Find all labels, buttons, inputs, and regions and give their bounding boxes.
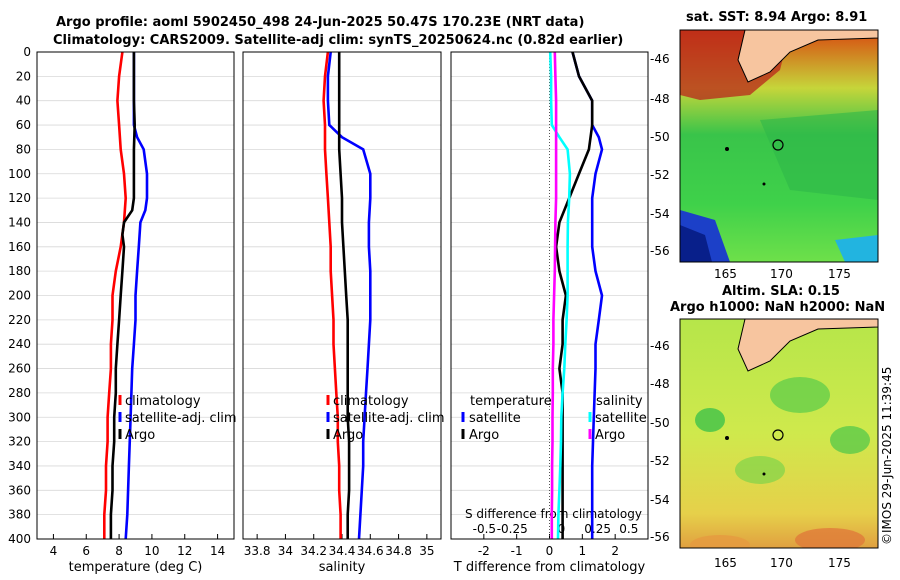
legend-heading: salinity	[596, 394, 643, 409]
y-tick-label: 140	[8, 215, 31, 229]
y-tick-label: 220	[8, 313, 31, 327]
sla-lon-tick: 175	[828, 556, 851, 570]
legend-label: satellite	[595, 411, 647, 426]
y-tick-label: 280	[8, 386, 31, 400]
y-tick-label: 120	[8, 191, 31, 205]
sst-lat-tick: -56	[650, 244, 670, 258]
sst-lat-tick: -48	[650, 92, 670, 106]
y-tick-label: 60	[16, 118, 31, 132]
x-tick-label: -2	[478, 544, 490, 558]
sla-lat-tick: -54	[650, 493, 670, 507]
y-tick-label: 200	[8, 289, 31, 303]
series-line-climatology	[322, 51, 342, 539]
x-axis-label: salinity	[319, 560, 366, 575]
imos-timestamp: ©IMOS 29-Jun-2025 11:39:45	[880, 366, 894, 545]
x-tick-label: 0	[546, 544, 554, 558]
series-line-t-argo	[554, 51, 594, 539]
y-tick-label: 320	[8, 435, 31, 449]
x-top-tick-label: 0.25	[584, 522, 611, 536]
legend-label: satellite	[469, 411, 521, 426]
plot-frame	[242, 51, 442, 540]
y-tick-label: 300	[8, 410, 31, 424]
x-top-tick-label: -0.5	[473, 522, 496, 536]
x-top-tick-label: 0.5	[619, 522, 638, 536]
legend-label: Argo	[469, 428, 499, 443]
sst-lon-tick: 165	[714, 267, 737, 281]
x-tick-label: 6	[82, 544, 90, 558]
y-tick-label: 260	[8, 362, 31, 376]
x-axis-label: T difference from climatology	[453, 560, 646, 575]
y-tick-label: 100	[8, 167, 31, 181]
legend-label: climatology	[333, 394, 409, 409]
y-tick-label: 160	[8, 240, 31, 254]
legend-heading: temperature	[470, 394, 552, 409]
sla-lon-tick: 170	[770, 556, 793, 570]
y-tick-label: 20	[16, 69, 31, 83]
sla-lat-tick: -48	[650, 377, 670, 391]
x-top-tick-label: -0.25	[497, 522, 528, 536]
sla-title-line-1: Altim. SLA: 0.15	[722, 284, 840, 299]
x-label-top: S difference from climatology	[465, 507, 642, 521]
x-tick-label: 35	[419, 544, 434, 558]
title-line-1: Argo profile: aoml 5902450_498 24-Jun-20…	[56, 15, 585, 30]
sst-lat-tick: -50	[650, 130, 670, 144]
sst-lon-tick: 170	[770, 267, 793, 281]
x-tick-label: 10	[144, 544, 159, 558]
series-line-satellite-adj-clim	[326, 51, 372, 540]
y-tick-label: 400	[8, 532, 31, 546]
x-axis-label: temperature (deg C)	[69, 560, 203, 575]
legend-label: satellite-adj. clim	[125, 411, 237, 426]
x-tick-label: 34.8	[385, 544, 412, 558]
plot-frame	[450, 51, 649, 540]
x-tick-label: 34.2	[300, 544, 327, 558]
x-tick-label: 34.4	[329, 544, 356, 558]
y-tick-label: 180	[8, 264, 31, 278]
series-line-climatology	[103, 51, 128, 539]
x-tick-label: -1	[511, 544, 523, 558]
sst-lat-tick: -54	[650, 207, 670, 221]
sst-lat-tick: -46	[650, 52, 670, 66]
plot-frame	[36, 51, 235, 540]
x-tick-label: 2	[611, 544, 619, 558]
legend-label: Argo	[125, 428, 155, 443]
x-tick-label: 8	[115, 544, 123, 558]
sla-lat-tick: -52	[650, 454, 670, 468]
x-tick-label: 1	[579, 544, 587, 558]
x-tick-label: 12	[177, 544, 192, 558]
sla-lon-tick: 165	[714, 556, 737, 570]
series-line-argo	[337, 52, 351, 539]
x-tick-label: 14	[210, 544, 225, 558]
legend-label: satellite-adj. clim	[333, 411, 445, 426]
legend-label: climatology	[125, 394, 201, 409]
sla-lat-tick: -46	[650, 339, 670, 353]
sla-lat-tick: -50	[650, 416, 670, 430]
legend-label: Argo	[333, 428, 363, 443]
sst-lon-tick: 175	[828, 267, 851, 281]
y-tick-label: 340	[8, 459, 31, 473]
x-tick-label: 33.8	[244, 544, 271, 558]
sst-title: sat. SST: 8.94 Argo: 8.91	[686, 10, 868, 25]
x-tick-label: 4	[50, 544, 58, 558]
sla-title-line-2: Argo h1000: NaN h2000: NaN	[670, 300, 886, 315]
y-tick-label: 240	[8, 337, 31, 351]
series-line-argo	[109, 52, 137, 539]
x-tick-label: 34.6	[357, 544, 384, 558]
title-line-2: Climatology: CARS2009. Satellite-adj cli…	[53, 33, 624, 48]
sst-lat-tick: -52	[650, 168, 670, 182]
y-tick-label: 380	[8, 508, 31, 522]
x-tick-label: 34	[278, 544, 293, 558]
y-tick-label: 0	[23, 45, 31, 59]
y-tick-label: 40	[16, 94, 31, 108]
sla-lat-tick: -56	[650, 530, 670, 544]
y-tick-label: 360	[8, 483, 31, 497]
series-line-s-argo	[550, 51, 558, 539]
y-tick-label: 80	[16, 142, 31, 156]
legend-label: Argo	[595, 428, 625, 443]
